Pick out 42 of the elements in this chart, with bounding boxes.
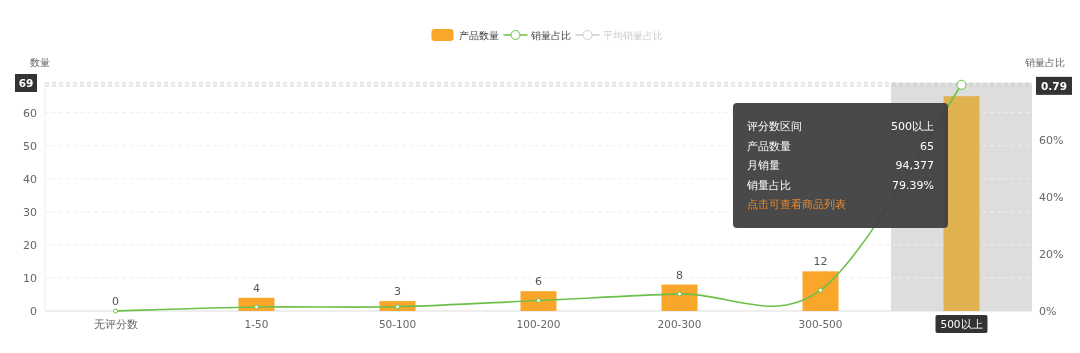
y2-tick-label: 40% <box>1039 191 1064 204</box>
data-label: 8 <box>676 268 683 282</box>
x-tick-label: 1-50 <box>244 318 269 330</box>
y-axis-title: 数量 <box>30 57 50 68</box>
x-tick-label: 无评分数 <box>93 318 138 330</box>
annotation: 评分数区间 <box>747 120 802 133</box>
bar <box>943 96 980 311</box>
annotation: 月销量 <box>747 159 780 172</box>
y-tick-label: 30 <box>23 205 37 219</box>
legend-label: 销量占比 <box>529 30 571 41</box>
data-label: 0 <box>112 295 119 308</box>
y-tick-label: 10 <box>23 271 37 285</box>
data-label: 6 <box>535 275 542 289</box>
x-tick-label: 200-300 <box>657 318 702 330</box>
y-tick-label: 50 <box>23 139 37 153</box>
annotation: 94,377 <box>895 159 934 172</box>
ref-line-label: 69 <box>18 77 34 89</box>
annotation: 销量占比 <box>746 178 791 192</box>
x-tick-label: 50-100 <box>378 318 417 330</box>
legend-label: 产品数量 <box>458 30 499 41</box>
y2-tick-label: 60% <box>1039 134 1064 147</box>
y-tick-label: 0 <box>30 305 37 318</box>
x-tick-label: 300-500 <box>798 318 843 330</box>
y-tick-label: 20 <box>23 238 37 252</box>
bar <box>661 284 698 311</box>
y-tick-label: 60 <box>23 106 37 120</box>
y2-axis-title: 销量占比 <box>1024 57 1065 68</box>
annotation: 65 <box>920 139 934 153</box>
x-tick-label: 100-200 <box>516 318 561 330</box>
y2-tick-label: 20% <box>1039 248 1064 261</box>
data-label: 12 <box>813 255 828 269</box>
annotation: 79.39% <box>892 178 934 192</box>
ref-line-label: 0.79 <box>1041 79 1067 92</box>
annotation: 产品数量 <box>747 139 791 153</box>
data-label: 4 <box>253 281 260 295</box>
y2-tick-label: 0% <box>1039 305 1057 318</box>
y-tick-label: 40 <box>23 172 37 186</box>
x-tick-label: 500以上 <box>940 318 983 330</box>
annotation: 500以上 <box>891 120 934 133</box>
bar <box>802 271 839 311</box>
annotation: 点击可查看商品列表 <box>747 198 846 211</box>
data-label: 3 <box>394 285 401 299</box>
